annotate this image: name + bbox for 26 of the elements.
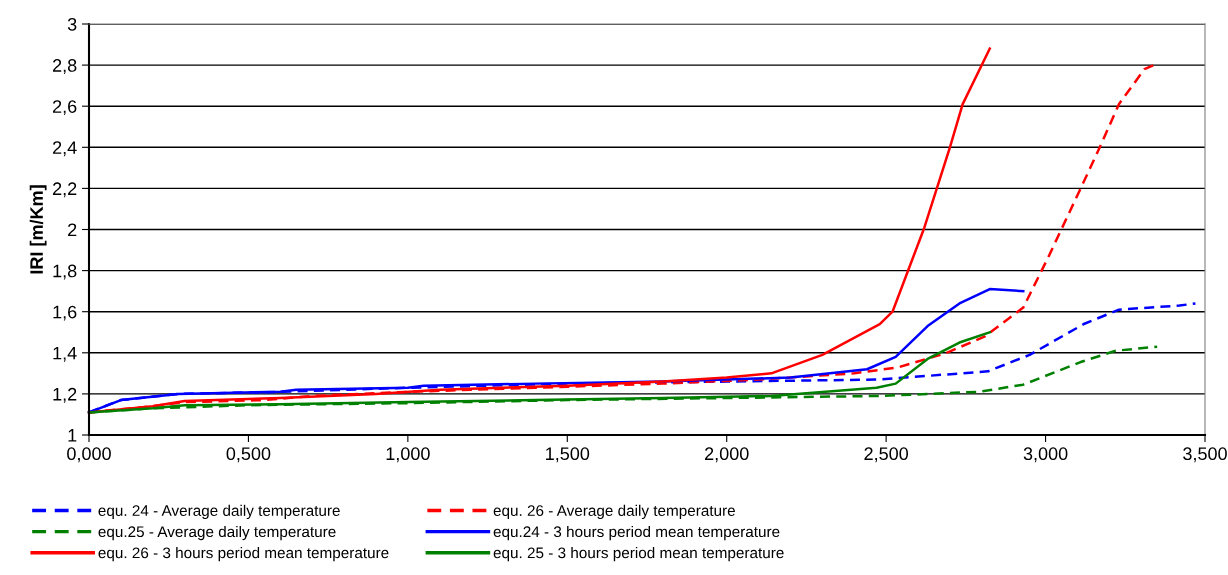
x-tick-label: 2,000 <box>705 447 749 463</box>
legend-label: equ. 26 - Average daily temperature <box>493 504 735 520</box>
x-tick-label: 3,000 <box>1023 447 1068 463</box>
y-tick-label: 2,6 <box>53 100 77 116</box>
x-tick-label: 1,000 <box>386 447 430 463</box>
y-tick-label: 2 <box>68 223 77 237</box>
y-tick-label: 1 <box>68 429 77 442</box>
y-axis-title: IRI [m/Km] <box>29 185 47 274</box>
y-tick-label: 1,4 <box>53 346 77 362</box>
legend-label: equ. 24 - Average daily temperature <box>98 504 340 520</box>
x-tick-label: 2,500 <box>864 447 909 463</box>
x-tick-label: 1,500 <box>546 447 590 463</box>
legend-label: equ. 25 - 3 hours period mean temperature <box>493 547 784 562</box>
legend-label: equ. 26 - 3 hours period mean temperature <box>98 547 389 562</box>
y-tick-label: 2,4 <box>53 141 77 157</box>
x-tick-label: 0,000 <box>67 447 111 463</box>
legend-label: equ.24 - 3 hours period mean temperature <box>493 525 780 541</box>
y-tick-label: 1,8 <box>53 264 77 280</box>
x-tick-label: 0,500 <box>226 447 271 463</box>
legend-label: equ.25 - Average daily temperature <box>98 525 336 541</box>
y-tick-label: 1,2 <box>53 387 77 403</box>
y-tick-label: 2,2 <box>53 182 77 198</box>
x-tick-label: 3,500 <box>1183 447 1227 463</box>
y-tick-label: 2,8 <box>53 59 77 74</box>
y-tick-label: 3 <box>67 17 77 31</box>
y-tick-label: 1,6 <box>53 305 77 321</box>
